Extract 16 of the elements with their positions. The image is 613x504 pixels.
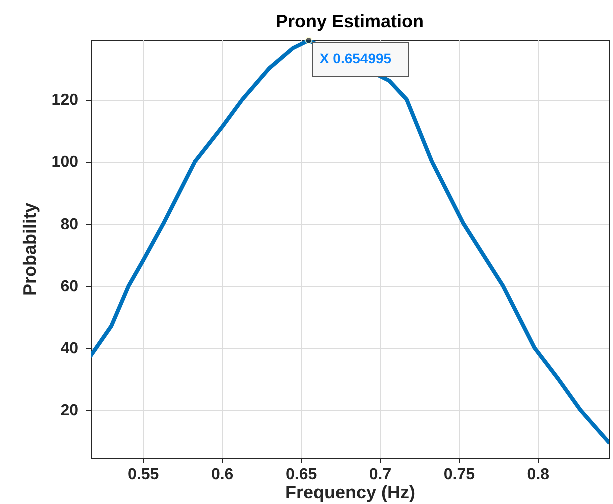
y-tick-label: 100 — [52, 154, 79, 172]
y-tick-label: 80 — [60, 216, 79, 234]
x-tick-label: 0.65 — [286, 466, 318, 484]
x-axis-title: Frequency (Hz) — [285, 482, 416, 502]
y-axis-title: Probability — [20, 202, 40, 296]
chart-title: Prony Estimation — [276, 11, 424, 32]
x-tick-label: 0.8 — [527, 466, 550, 484]
annotation: X 0.654995 — [320, 50, 392, 67]
x-tick-label: 0.7 — [369, 466, 392, 484]
y-tick-label: 40 — [60, 340, 79, 358]
y-tick-label: 60 — [60, 278, 79, 296]
x-tick-label: 0.75 — [444, 466, 476, 484]
y-tick-label: 20 — [60, 402, 79, 420]
x-tick-label: 0.6 — [211, 466, 234, 484]
y-tick-label: 120 — [52, 92, 79, 110]
x-tick-label: 0.55 — [128, 466, 160, 484]
